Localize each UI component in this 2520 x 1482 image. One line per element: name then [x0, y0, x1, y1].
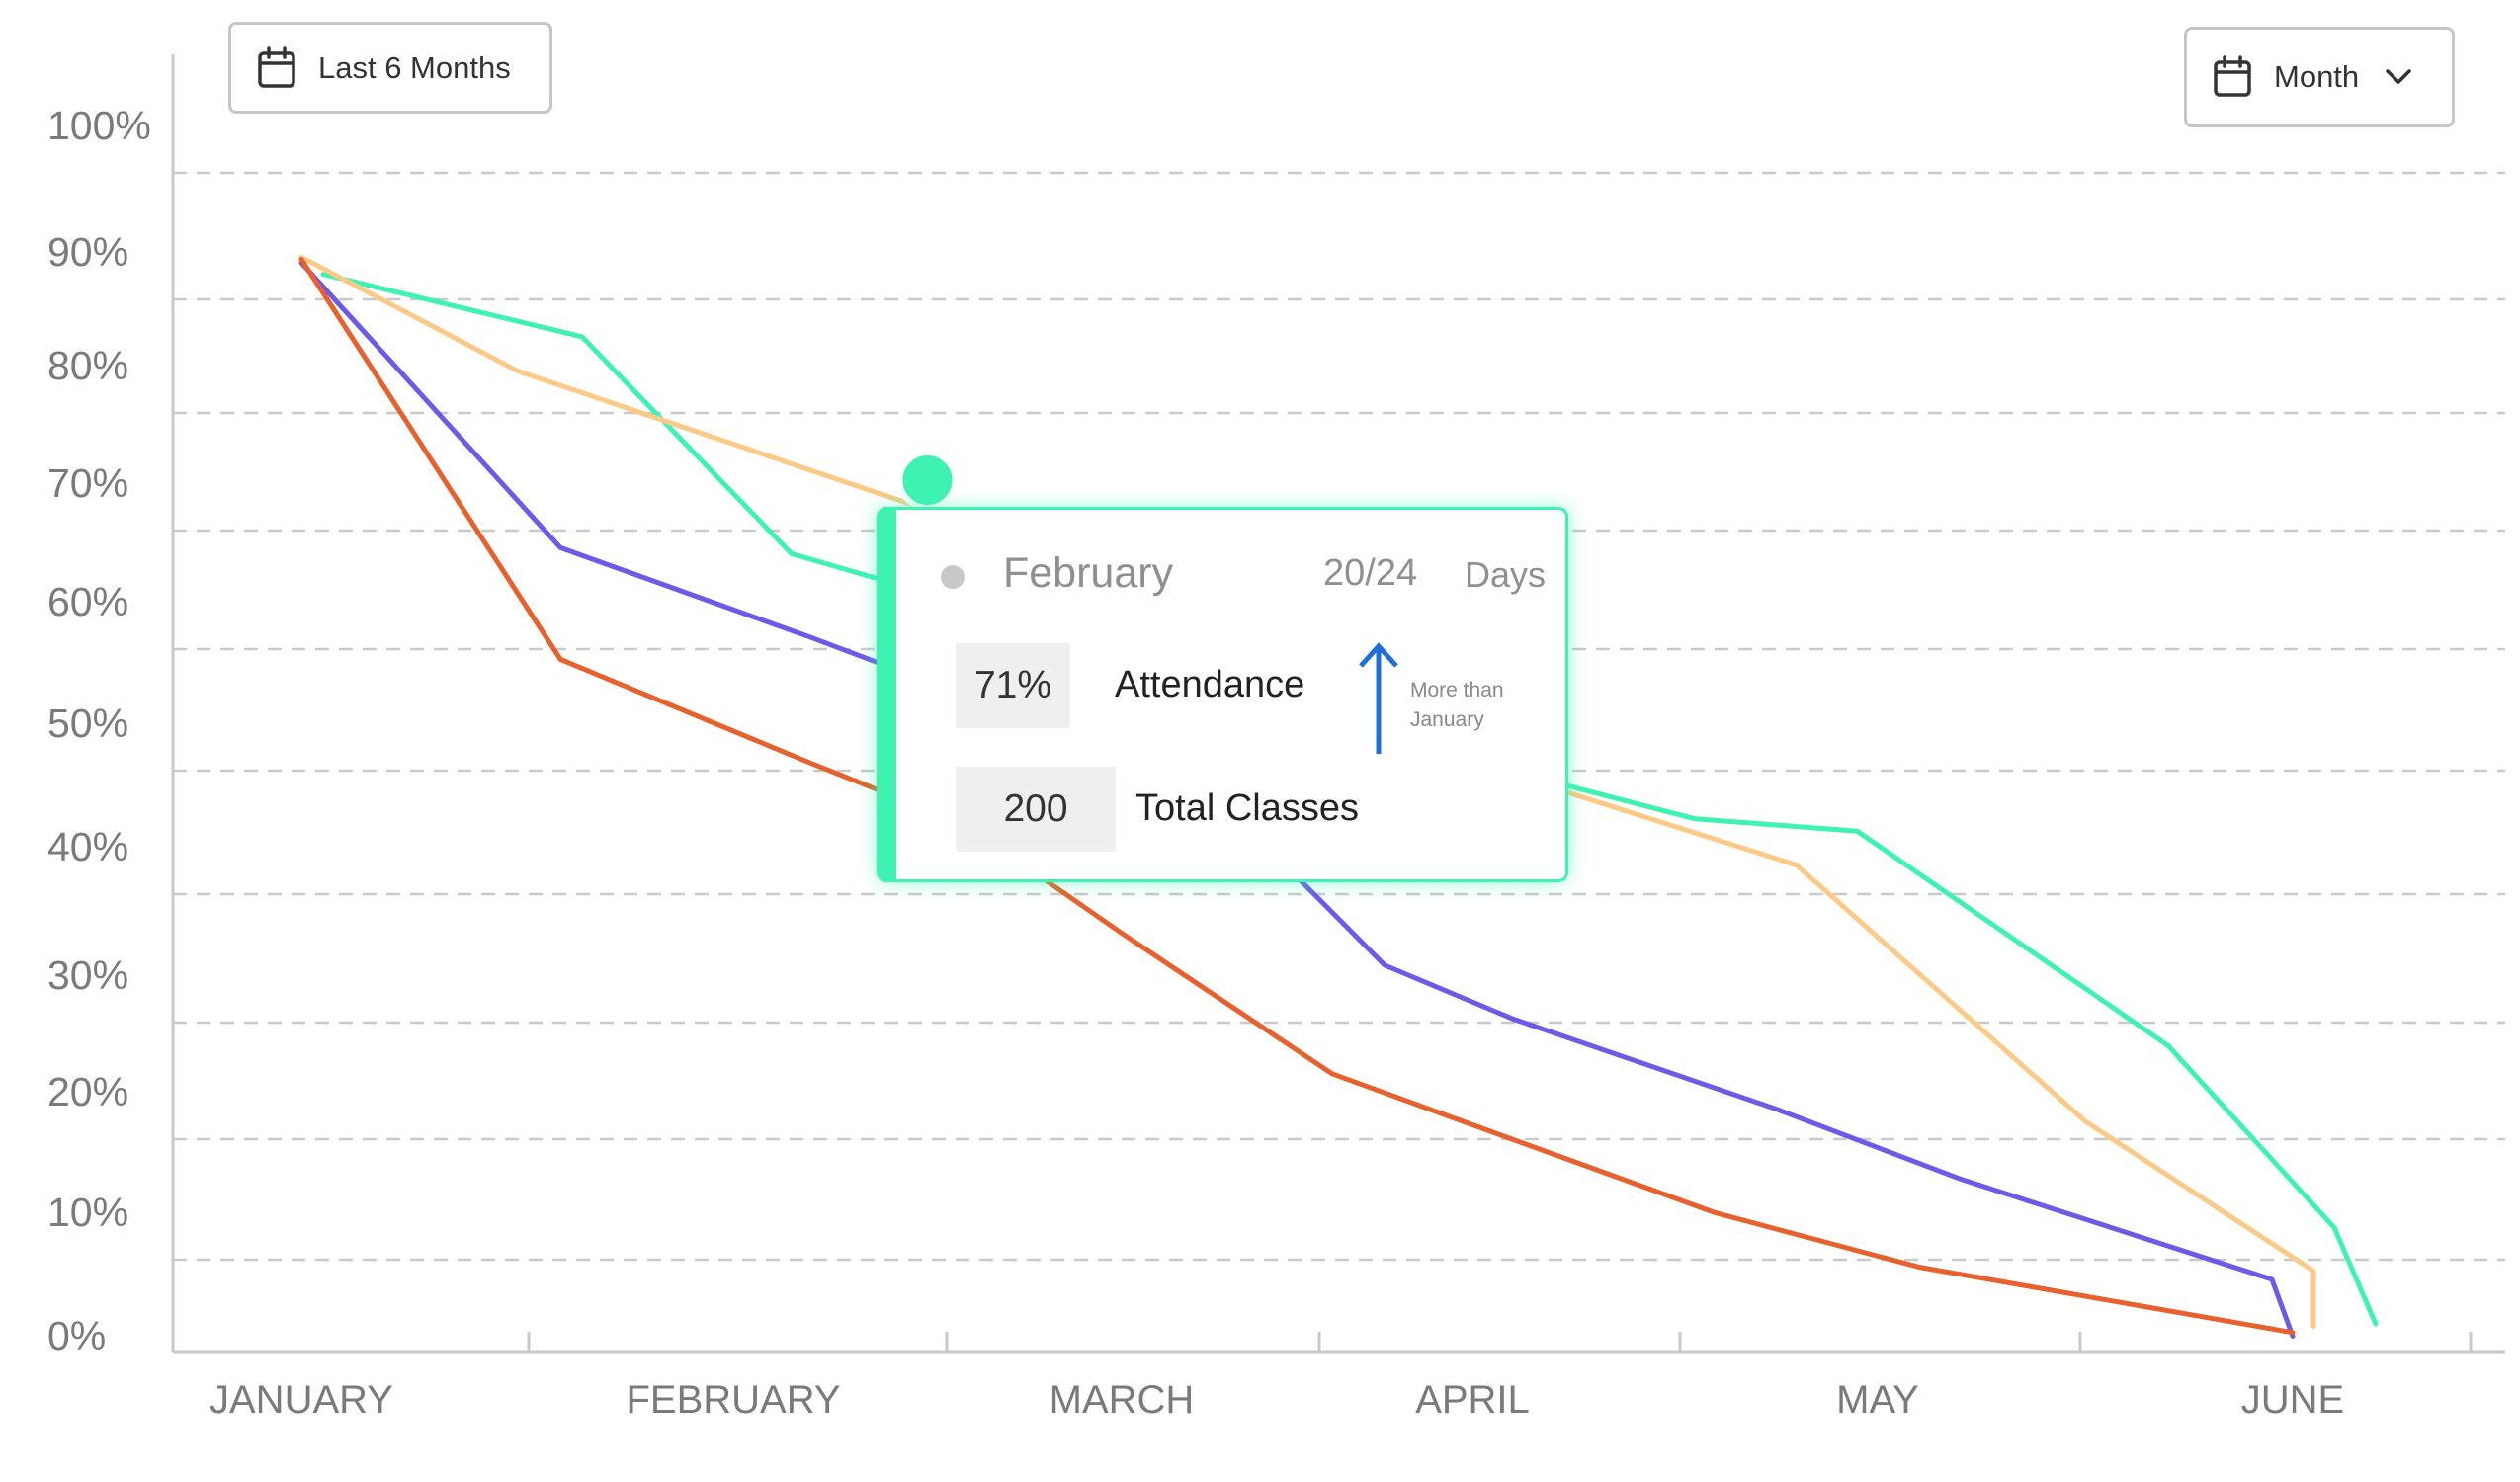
y-tick-label: 90%	[47, 229, 128, 275]
y-tick-label: 60%	[47, 579, 128, 624]
y-tick-label: 20%	[47, 1069, 128, 1114]
y-tick-label: 70%	[47, 460, 128, 506]
y-tick-label: 0%	[47, 1313, 106, 1358]
series-line	[298, 260, 2296, 1339]
attendance-label: Attendance	[1115, 664, 1305, 705]
calendar-icon	[2214, 55, 2251, 97]
y-tick-label: 10%	[47, 1190, 128, 1235]
data-tooltip: February 20/24 Days 71% Attendance More …	[877, 507, 1568, 882]
y-tick-label: 40%	[47, 824, 128, 869]
total-classes-value: 200	[956, 767, 1116, 852]
attendance-value: 71%	[956, 643, 1070, 728]
chevron-down-icon	[2386, 69, 2411, 84]
x-tick-label: JUNE	[2241, 1378, 2344, 1422]
date-range-button[interactable]: Last 6 Months	[228, 22, 552, 114]
period-select[interactable]: Month	[2184, 27, 2455, 127]
tooltip-days-value: 20/24	[1323, 552, 1418, 594]
tooltip-days-unit: Days	[1465, 554, 1547, 595]
y-tick-label: 80%	[47, 343, 128, 388]
highlight-point	[896, 450, 959, 512]
y-tick-label: 100%	[47, 103, 151, 148]
comparison-text-line1: More than	[1410, 679, 1504, 701]
x-tick-label: JANUARY	[210, 1378, 393, 1422]
y-tick-label: 30%	[47, 952, 128, 998]
y-tick-label: 50%	[47, 700, 128, 746]
tooltip-bullet	[941, 565, 965, 589]
calendar-icon	[258, 45, 295, 88]
x-tick-label: MARCH	[1050, 1378, 1195, 1422]
x-tick-label: MAY	[1836, 1378, 1919, 1422]
total-classes-label: Total Classes	[1135, 787, 1359, 829]
x-tick-label: FEBRUARY	[626, 1378, 840, 1422]
series-line	[298, 257, 2296, 1336]
x-tick-label: APRIL	[1415, 1378, 1530, 1422]
comparison-text-line2: January	[1410, 708, 1484, 731]
period-select-label: Month	[2274, 59, 2360, 94]
date-range-label: Last 6 Months	[318, 49, 511, 85]
tooltip-month: February	[1003, 549, 1174, 597]
arrow-up-icon	[1359, 642, 1398, 754]
